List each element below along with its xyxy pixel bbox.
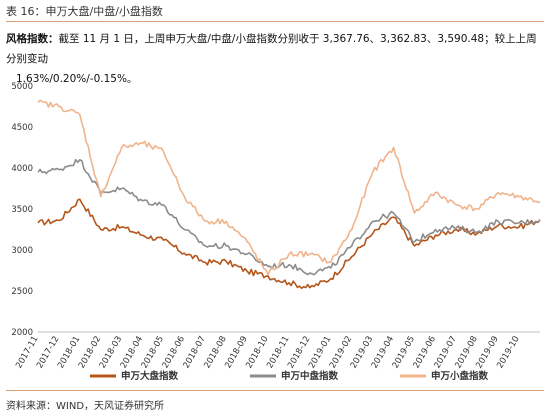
y-tick-label: 2500 <box>11 287 33 297</box>
series-line-1 <box>37 198 541 290</box>
paragraph-line-2: 1.63%/0.20%/-0.15%。 <box>16 73 138 85</box>
legend-label-2: 申万中盘指数 <box>281 370 339 382</box>
y-tick-label: 5000 <box>11 82 33 92</box>
figure-title: 表 16：申万大盘/中盘/小盘指数 <box>6 5 163 18</box>
style-index-line-chart: 20002500300035004000450050002017-112017-… <box>11 82 541 382</box>
legend-label-1: 申万大盘指数 <box>121 370 179 382</box>
y-tick-label: 4000 <box>11 164 33 174</box>
source-note: 资料来源：WIND，天风证券研究所 <box>6 401 165 412</box>
y-tick-label: 3500 <box>11 205 33 215</box>
y-tick-label: 2000 <box>11 328 33 338</box>
style-index-paragraph: 风格指数：截至 11 月 1 日，上周申万大盘/中盘/小盘指数分别收于 3,36… <box>6 29 546 89</box>
paragraph-lead: 风格指数： <box>6 33 59 45</box>
series-line-3 <box>37 99 541 276</box>
y-tick-label: 3000 <box>11 246 33 256</box>
series-line-2 <box>37 158 541 276</box>
paragraph-text-1: 截至 11 月 1 日，上周申万大盘/中盘/小盘指数分别收于 3,367.76、… <box>6 33 537 65</box>
paragraph-line-1: 风格指数：截至 11 月 1 日，上周申万大盘/中盘/小盘指数分别收于 3,36… <box>6 29 546 69</box>
source-divider <box>6 390 544 391</box>
legend-label-3: 申万小盘指数 <box>431 370 489 382</box>
y-tick-label: 4500 <box>11 123 33 133</box>
title-divider <box>6 21 544 22</box>
